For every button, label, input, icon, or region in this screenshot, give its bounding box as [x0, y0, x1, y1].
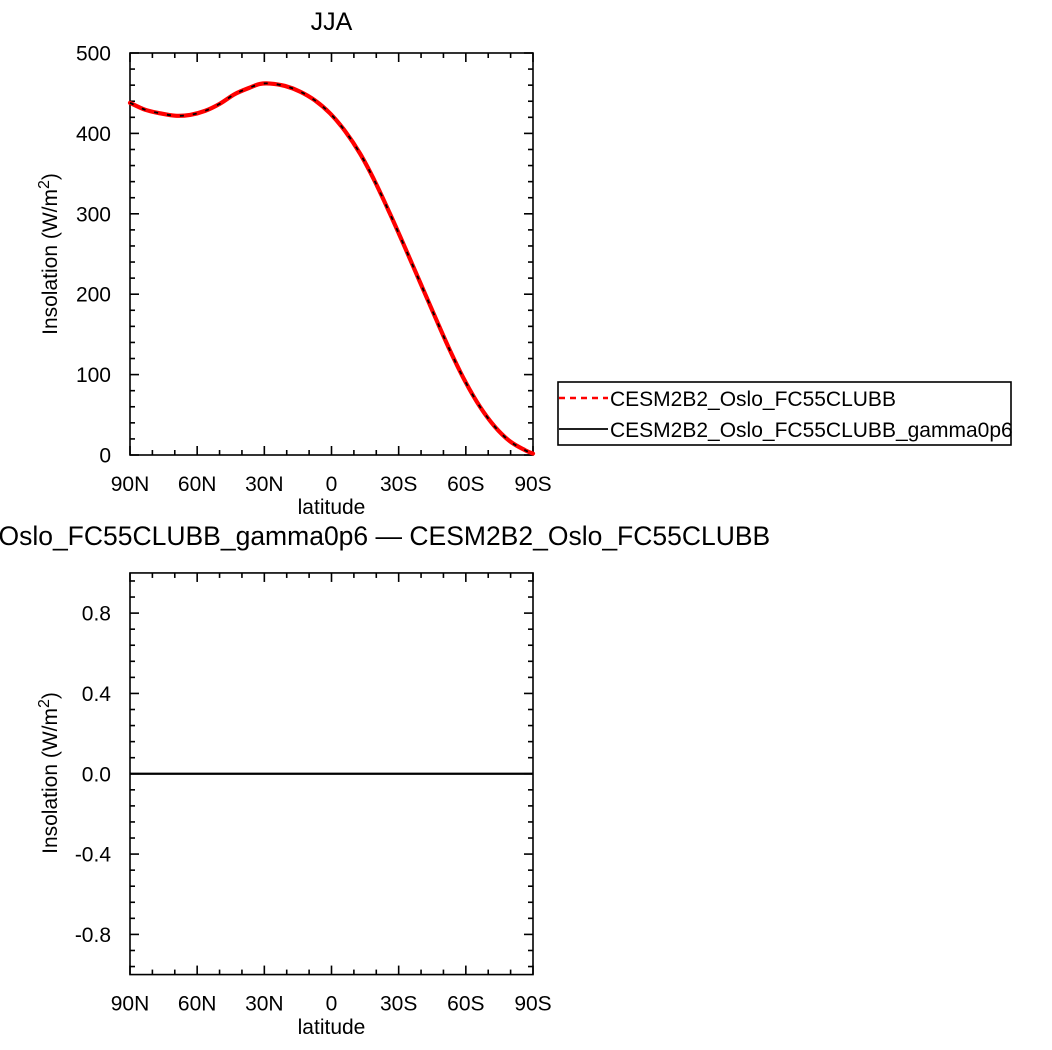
svg-text:latitude: latitude	[298, 496, 366, 519]
svg-text:latitude: latitude	[298, 1016, 366, 1039]
svg-text:Insolation (W/m2): Insolation (W/m2)	[36, 173, 63, 335]
svg-text:JJA: JJA	[311, 8, 353, 36]
svg-text:300: 300	[76, 203, 111, 226]
svg-text:0.4: 0.4	[82, 683, 112, 706]
svg-text:0.8: 0.8	[82, 603, 111, 626]
svg-text:500: 500	[76, 43, 111, 66]
svg-text:0.0: 0.0	[82, 763, 111, 786]
svg-text:90N: 90N	[111, 473, 150, 496]
svg-text:200: 200	[76, 284, 111, 307]
svg-text:CESM2B2_Oslo_FC55CLUBB_gamma0p: CESM2B2_Oslo_FC55CLUBB_gamma0p6	[610, 419, 1013, 442]
svg-text:30S: 30S	[380, 993, 417, 1016]
svg-text:-0.8: -0.8	[75, 924, 111, 947]
svg-text:90S: 90S	[514, 473, 551, 496]
svg-text:100: 100	[76, 364, 111, 387]
svg-text:60S: 60S	[447, 473, 484, 496]
svg-text:60N: 60N	[178, 993, 217, 1016]
svg-text:0: 0	[326, 473, 338, 496]
svg-text:-0.4: -0.4	[75, 844, 112, 867]
svg-text:30S: 30S	[380, 473, 417, 496]
svg-text:90S: 90S	[514, 993, 551, 1016]
svg-text:30N: 30N	[245, 473, 284, 496]
svg-text:60S: 60S	[447, 993, 484, 1016]
svg-text:30N: 30N	[245, 993, 284, 1016]
svg-text:0: 0	[326, 993, 338, 1016]
svg-text:CESM2B2_Oslo_FC55CLUBB: CESM2B2_Oslo_FC55CLUBB	[610, 388, 896, 411]
svg-text:60N: 60N	[178, 473, 217, 496]
svg-text:90N: 90N	[111, 993, 150, 1016]
svg-text:400: 400	[76, 123, 111, 146]
svg-text:Insolation (W/m2): Insolation (W/m2)	[36, 692, 63, 854]
svg-text:0: 0	[99, 445, 111, 468]
svg-text:CESM2B2_Oslo_FC55CLUBB_gamma0p: CESM2B2_Oslo_FC55CLUBB_gamma0p6 — CESM2B…	[0, 521, 770, 551]
